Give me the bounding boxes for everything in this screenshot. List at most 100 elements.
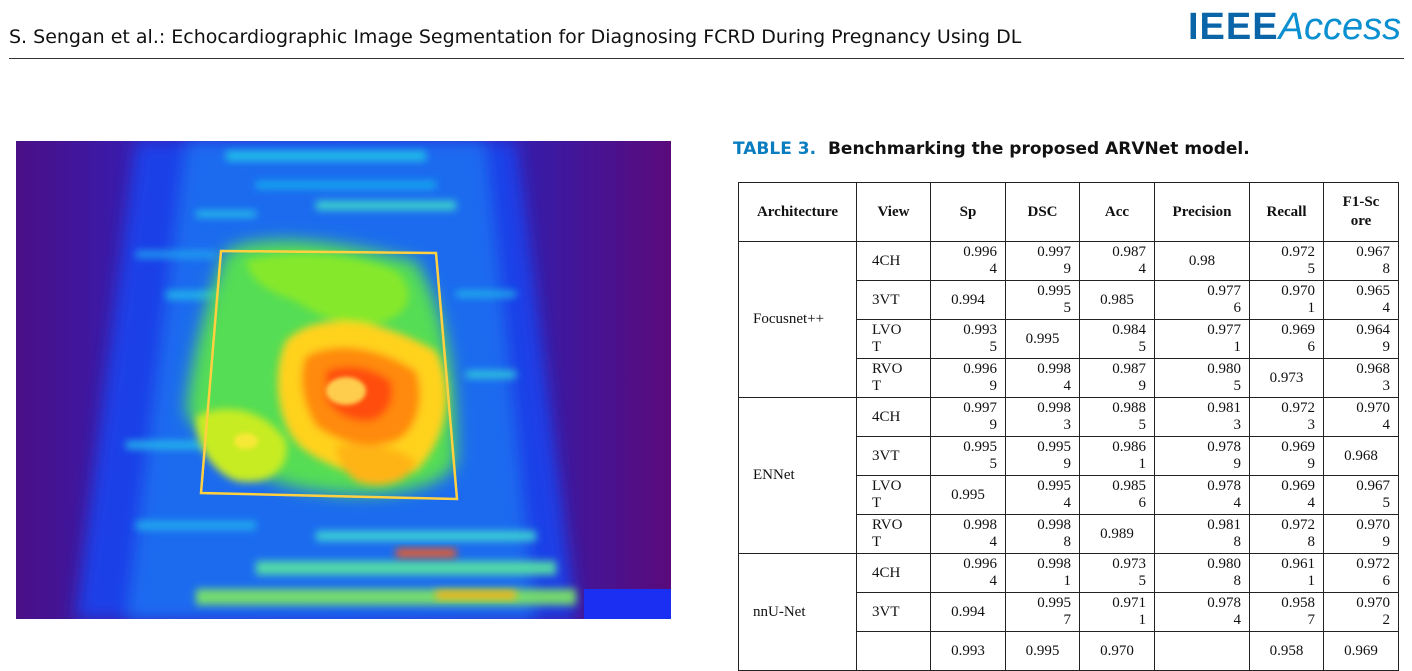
precision-cell: 0.9808 — [1154, 553, 1250, 593]
dsc-value: 0.9984 — [1037, 361, 1071, 394]
f1-cell: 0.9704 — [1323, 397, 1399, 437]
dsc-value: 0.9981 — [1037, 556, 1071, 589]
sp-cell: 0.9935 — [930, 319, 1006, 359]
figure-caption-text: ... ... ... ... ... ... ... ... ... ... … — [16, 632, 392, 645]
architecture-cell: nnU-Net — [738, 553, 857, 671]
acc-cell: 0.9711 — [1079, 592, 1155, 632]
dsc-value: 0.9979 — [1037, 244, 1071, 277]
view-value: 3VT — [872, 447, 900, 464]
table-row: ENNet 4CH 0.9979 0.9983 0.9885 0.9813 0.9723 0.… — [738, 397, 1399, 554]
sp-cell: 0.9955 — [930, 436, 1006, 476]
acc-value: 0.9861 — [1112, 439, 1146, 472]
view-cell: LVOT — [856, 475, 931, 515]
col-header-architecture: Architecture — [738, 182, 857, 242]
table-header-row: Architecture View Sp DSC Acc Precision R… — [738, 182, 1399, 242]
dsc-cell: 0.9983 — [1005, 397, 1080, 437]
table-title: Benchmarking the proposed ARVNet model. — [827, 139, 1250, 159]
ieee-access-logo: IEEEAccess — [1188, 6, 1401, 48]
precision-value: 0.9771 — [1207, 322, 1241, 355]
f1-cell: 0.9649 — [1323, 319, 1399, 359]
recall-value: 0.9694 — [1281, 478, 1315, 511]
recall-cell: 0.9694 — [1249, 475, 1324, 515]
f1-value: 0.968 — [1344, 447, 1378, 464]
precision-cell: 0.9818 — [1154, 514, 1250, 554]
recall-cell: 0.9725 — [1249, 241, 1324, 281]
precision-cell: 0.9813 — [1154, 397, 1250, 437]
view-value: LVOT — [872, 322, 902, 355]
dsc-value: 0.9954 — [1037, 478, 1071, 511]
sp-value: 0.994 — [951, 603, 985, 620]
recall-value: 0.9587 — [1281, 595, 1315, 628]
table-row: 3VT 0.994 0.9957 0.9711 0.9784 0.9587 0.9702 — [739, 592, 1399, 632]
view-cell: 4CH — [856, 553, 931, 593]
acc-value: 0.985 — [1100, 291, 1134, 308]
dsc-cell: 0.9959 — [1005, 436, 1080, 476]
acc-cell: 0.9879 — [1079, 358, 1155, 398]
sp-cell: 0.9979 — [930, 397, 1006, 437]
f1-value: 0.9654 — [1356, 283, 1390, 316]
recall-value: 0.9728 — [1281, 517, 1315, 550]
f1-cell: 0.9675 — [1323, 475, 1399, 515]
sp-cell: 0.9964 — [930, 553, 1006, 593]
figure-caption: ... ... ... ... ... ... ... ... ... ... … — [16, 628, 676, 645]
recall-value: 0.9611 — [1281, 556, 1315, 589]
col-header-precision: Precision — [1154, 182, 1250, 242]
logo-ieee-text: IEEE — [1188, 6, 1279, 48]
f1-value: 0.9726 — [1356, 556, 1390, 589]
col-header-recall: Recall — [1249, 182, 1324, 242]
recall-cell: 0.9723 — [1249, 397, 1324, 437]
acc-value: 0.9874 — [1112, 244, 1146, 277]
dsc-value: 0.9955 — [1037, 283, 1071, 316]
dsc-value: 0.995 — [1025, 330, 1060, 347]
recall-value: 0.9696 — [1281, 322, 1315, 355]
sp-cell: 0.9969 — [930, 358, 1006, 398]
f1-value: 0.9709 — [1356, 517, 1390, 550]
precision-cell: 0.9771 — [1154, 319, 1250, 359]
precision-value: 0.9813 — [1207, 400, 1241, 433]
recall-cell: 0.9728 — [1249, 514, 1324, 554]
acc-value: 0.9879 — [1112, 361, 1146, 394]
table-row: nnU-Net 4CH 0.9964 0.9981 0.9735 0.9808 0.9611… — [738, 553, 1399, 671]
architecture-cell: Focusnet++ — [738, 241, 857, 398]
precision-value: 0.9784 — [1207, 478, 1241, 511]
view-cell: 4CH — [856, 397, 931, 437]
recall-cell: 0.9611 — [1249, 553, 1324, 593]
precision-value: 0.9784 — [1207, 595, 1241, 628]
f1-value: 0.969 — [1344, 642, 1378, 659]
f1-value: 0.9702 — [1356, 595, 1390, 628]
precision-cell: 0.9789 — [1154, 436, 1250, 476]
precision-cell: 0.9776 — [1154, 280, 1250, 320]
precision-value: 0.98 — [1188, 252, 1216, 269]
dsc-cell: 0.9957 — [1005, 592, 1080, 632]
recall-value: 0.9725 — [1281, 244, 1315, 277]
recall-value: 0.973 — [1269, 369, 1304, 386]
f1-value: 0.9675 — [1356, 478, 1390, 511]
acc-cell: 0.9845 — [1079, 319, 1155, 359]
table-row: RVOT 0.9984 0.9988 0.989 0.9818 0.9728 0.9709 — [739, 514, 1399, 554]
view-value: RVOT — [872, 517, 903, 550]
f1-value: 0.9649 — [1356, 322, 1390, 355]
dsc-value: 0.9957 — [1037, 595, 1071, 628]
dsc-cell: 0.9979 — [1005, 241, 1080, 281]
sp-cell: 0.9964 — [930, 241, 1006, 281]
f1-cell: 0.969 — [1323, 631, 1399, 671]
view-value: RVOT — [872, 361, 903, 394]
recall-cell: 0.973 — [1249, 358, 1324, 398]
view-cell: 4CH — [856, 241, 931, 281]
acc-cell: 0.989 — [1079, 514, 1155, 554]
precision-value: 0.9808 — [1207, 556, 1241, 589]
dsc-value: 0.9988 — [1037, 517, 1071, 550]
view-value: 3VT — [872, 291, 900, 308]
f1-value: 0.9683 — [1356, 361, 1390, 394]
acc-cell: 0.9861 — [1079, 436, 1155, 476]
dsc-cell: 0.9981 — [1005, 553, 1080, 593]
sp-value: 0.993 — [951, 642, 985, 659]
precision-cell: 0.9784 — [1154, 592, 1250, 632]
precision-cell: 0.9784 — [1154, 475, 1250, 515]
acc-cell: 0.9885 — [1079, 397, 1155, 437]
col-header-dsc: DSC — [1005, 182, 1080, 242]
sp-value: 0.9969 — [963, 361, 997, 394]
sp-value: 0.9955 — [963, 439, 997, 472]
sp-value: 0.9964 — [963, 556, 997, 589]
view-cell: RVOT — [856, 358, 931, 398]
